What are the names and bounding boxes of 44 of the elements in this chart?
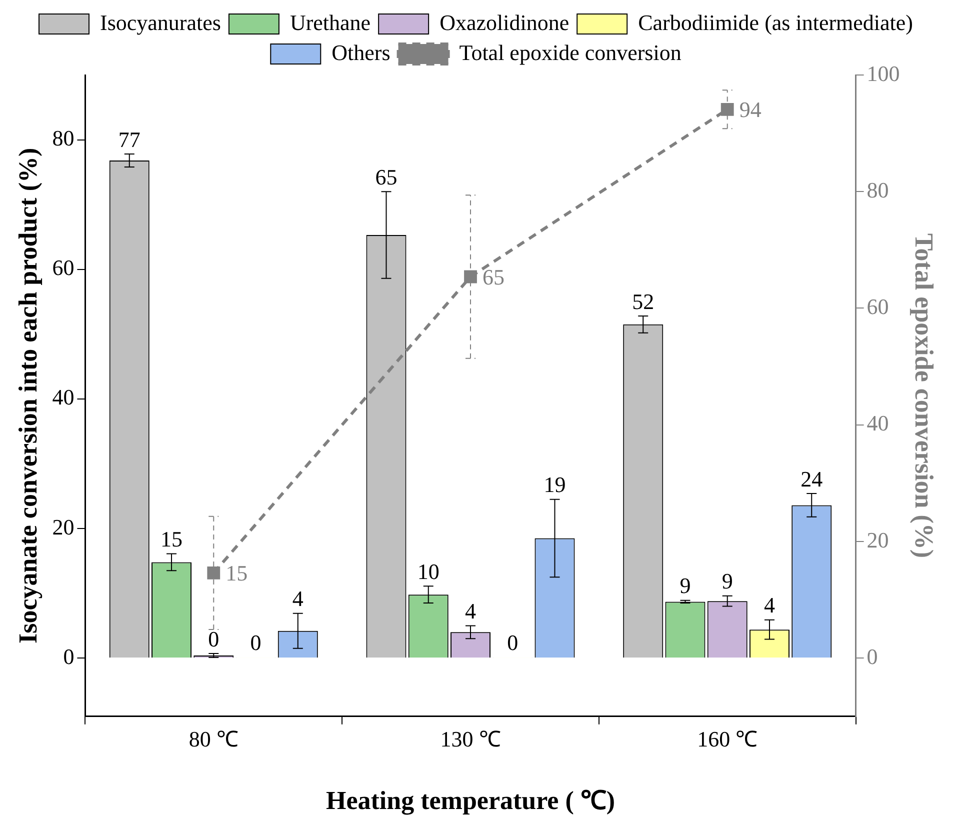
data-label: 4: [292, 586, 304, 612]
data-label: 0: [208, 626, 220, 652]
point: [720, 102, 734, 116]
data-label: 19: [544, 472, 566, 498]
y2-tick-label: 20: [866, 527, 889, 552]
data-label: 10: [417, 558, 440, 584]
legend-label: Oxazolidinone: [440, 10, 570, 35]
data-label: 4: [465, 598, 476, 624]
y2-tick-label: 60: [866, 294, 889, 320]
data-label: 4: [764, 592, 775, 618]
y2-tick-label: 0: [866, 644, 878, 669]
data-label: 0: [250, 630, 262, 656]
point: [207, 566, 220, 580]
data-label: 65: [482, 264, 504, 290]
legend-label: Urethane: [290, 10, 371, 35]
x-axis-title: Heating temperature ( ℃): [326, 786, 616, 816]
x-tick-label: 130 ℃: [440, 726, 501, 752]
data-label: 0: [507, 630, 518, 656]
data-label: 52: [632, 288, 654, 314]
legend-label: Isocyanurates: [100, 10, 221, 35]
y2-tick-label: 80: [866, 177, 889, 202]
y-tick-label: 40: [52, 384, 74, 410]
legend-label: Total epoxide conversion: [459, 40, 682, 65]
y-tick-label: 60: [52, 255, 74, 280]
point: [464, 270, 477, 284]
y2-axis-title: Total epoxide conversion (%): [910, 233, 939, 558]
y-tick-label: 20: [52, 514, 74, 540]
y2-tick-label: 100: [866, 60, 900, 86]
data-label: 15: [160, 526, 183, 552]
legend-label: Others: [332, 40, 390, 65]
x-tick-label: 80 ℃: [188, 726, 238, 752]
x-tick-label: 160 ℃: [697, 726, 758, 752]
data-label: 65: [375, 164, 398, 190]
data-label: 15: [226, 560, 248, 586]
data-label: 77: [118, 126, 140, 152]
legend-label: Carbodiimide (as intermediate): [638, 10, 913, 35]
data-label: 9: [722, 568, 733, 594]
y-tick-label: 0: [63, 644, 74, 669]
y-axis-title: Isocyanate conversion into each product (%): [13, 148, 42, 644]
data-label: 9: [680, 573, 691, 598]
data-label: 24: [800, 466, 823, 492]
y-tick-label: 80: [52, 126, 74, 151]
y2-tick-label: 40: [866, 410, 889, 436]
data-label: 94: [739, 97, 762, 122]
